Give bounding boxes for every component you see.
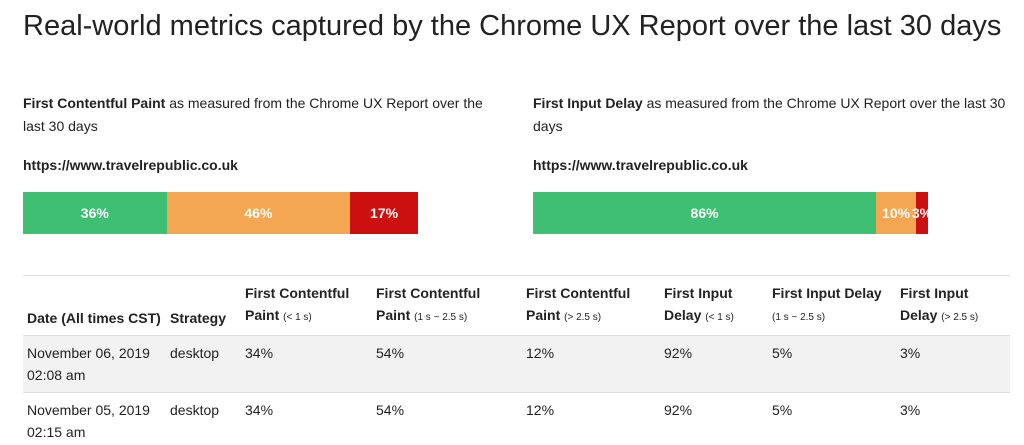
column-header: First Contentful Paint (> 2.5 s) [522, 275, 660, 336]
bar-segment: 3% [912, 192, 932, 234]
column-header: First Contentful Paint (1 s ~ 2.5 s) [372, 275, 522, 336]
table-cell: desktop [166, 335, 241, 393]
table-cell: 12% [522, 392, 660, 445]
table-cell: November 05, 2019 02:15 am [23, 392, 166, 445]
table-cell: 3% [896, 392, 1010, 445]
metric-name: First Contentful Paint [23, 95, 166, 111]
bar-segment: 86% [533, 192, 877, 234]
description: as measured from the Chrome UX Report ov… [533, 95, 1006, 134]
table-cell: 34% [241, 392, 372, 445]
column-header: First Contentful Paint (< 1 s) [241, 275, 372, 336]
column-header: First Input Delay (1 s ~ 2.5 s) [768, 275, 896, 336]
header-text: First Contentful Paint [526, 285, 631, 323]
table-cell: 5% [768, 335, 896, 393]
url: https://www.travelrepublic.co.uk [23, 157, 238, 173]
distribution-bar: 86% 10% 3% [533, 192, 932, 234]
column-header: Date (All times CST) [23, 275, 166, 336]
header-text: First Input Delay [900, 285, 969, 323]
bar-segment: 10% [876, 192, 917, 234]
header-text: First Contentful Paint [245, 285, 350, 323]
table-cell: 3% [896, 335, 1010, 393]
table-row: November 06, 2019 02:08 am desktop 34% 54% 1… [23, 335, 1010, 393]
table-cell: 34% [241, 335, 372, 393]
column-header: First Input Delay (< 1 s) [660, 275, 768, 336]
bar-segment: 46% [166, 192, 351, 234]
distribution-bar: 36% 46% 17% [23, 192, 418, 234]
url: https://www.travelrepublic.co.uk [533, 157, 748, 173]
table-cell: 5% [768, 392, 896, 445]
header-sub: (< 1 s) [705, 312, 734, 323]
header-text: Strategy [170, 310, 227, 326]
table-cell: November 06, 2019 02:08 am [23, 335, 166, 393]
table-cell: desktop [166, 392, 241, 445]
header-sub: (1 s ~ 2.5 s) [772, 312, 826, 323]
header-row: Date (All times CST) Strategy First Conten… [23, 275, 1010, 336]
header-sub: (< 1 s) [283, 312, 312, 323]
metric-panel: First Contentful Paint as measured from … [23, 92, 508, 234]
column-header: First Input Delay (> 2.5 s) [896, 275, 1010, 336]
table-cell: 92% [660, 392, 768, 445]
title: Real-world metrics captured by the Chrom… [23, 10, 1002, 42]
column-header: Strategy [166, 275, 241, 336]
table-cell: 92% [660, 335, 768, 393]
header-sub: (> 2.5 s) [941, 312, 979, 323]
header-sub: (1 s ~ 2.5 s) [414, 312, 468, 323]
header-sub: (> 2.5 s) [564, 312, 602, 323]
panel-description: First Contentful Paint as measured from … [23, 92, 508, 138]
metric-panel: First Input Delay as measured from the C… [533, 92, 1018, 234]
header-text: First Input Delay [772, 285, 882, 301]
table-cell: 12% [522, 335, 660, 393]
metrics-table: Date (All times CST) Strategy First Conten… [23, 275, 1010, 445]
table-row: November 05, 2019 02:15 am desktop 34% 54% 1… [23, 392, 1010, 445]
table-cell: 54% [372, 392, 522, 445]
table-cell: 54% [372, 335, 522, 393]
header-text: First Contentful Paint [376, 285, 481, 323]
metric-name: First Input Delay [533, 95, 643, 111]
table-body: November 06, 2019 02:08 am desktop 34% 54% 1… [23, 335, 1010, 445]
description: as measured from the Chrome UX Report ov… [23, 95, 483, 134]
header-text: Date (All times CST) [27, 310, 161, 326]
panel-description: First Input Delay as measured from the C… [533, 92, 1018, 138]
bar-segment: 36% [23, 192, 167, 234]
header-text: First Input Delay [664, 285, 733, 323]
bar-segment: 17% [350, 192, 418, 234]
